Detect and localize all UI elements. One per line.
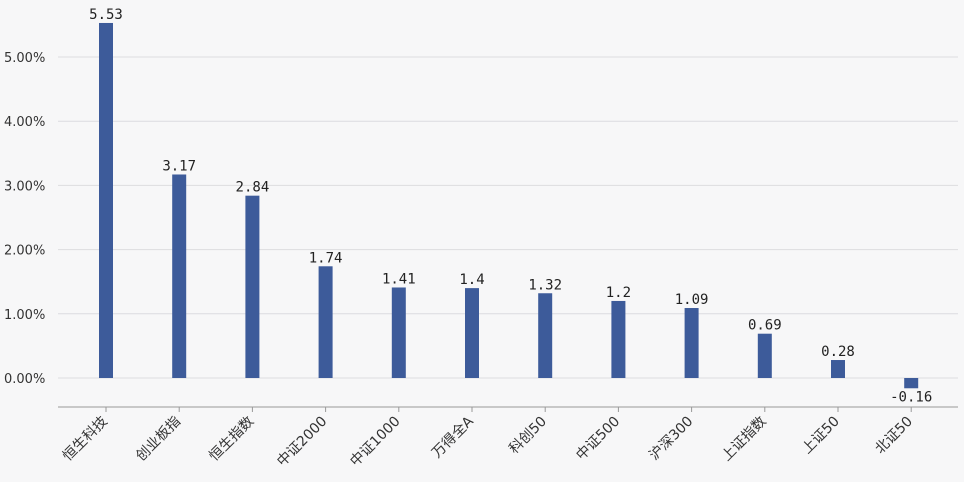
- bar: [684, 308, 699, 378]
- y-tick-label: 5.00%: [4, 51, 45, 66]
- data-label: 1.74: [309, 250, 343, 266]
- data-label: 0.28: [821, 344, 855, 360]
- y-tick-label: 0.00%: [4, 372, 45, 387]
- data-label: 1.09: [675, 292, 709, 308]
- y-tick-label: 1.00%: [4, 308, 45, 323]
- data-labels: 5.53 3.17 2.84 1.74 1.41 1.4 1.32 1.2 1.09 0.69 0.…: [89, 7, 932, 405]
- bar: [757, 333, 772, 378]
- bar: [391, 287, 406, 378]
- bar: [99, 22, 113, 378]
- y-axis-tick-labels: 0.00% 1.00% 2.00% 3.00% 4.00% 5.00%: [4, 51, 45, 387]
- bars: [99, 22, 919, 389]
- bar: [611, 300, 626, 378]
- x-category-label: 北证50: [872, 414, 916, 458]
- data-label: 3.17: [162, 158, 196, 174]
- data-label: 1.32: [528, 277, 562, 293]
- data-label: 0.69: [748, 318, 782, 334]
- x-category-label: 中证1000: [347, 414, 403, 470]
- x-axis-category-labels: 恒生科技 创业板指 恒生指数 中证2000 中证1000 万得全A 科创50 中证500 沪深3…: [60, 413, 916, 470]
- gridlines: [58, 56, 958, 379]
- data-label: 1.4: [459, 272, 484, 288]
- data-label: 5.53: [89, 7, 123, 23]
- data-label: -0.16: [890, 389, 932, 405]
- x-category-label: 中证500: [573, 414, 623, 464]
- bar: [538, 293, 553, 378]
- x-category-label: 恒生指数: [206, 414, 257, 465]
- data-label: 1.41: [382, 271, 416, 287]
- x-category-label: 上证50: [799, 414, 843, 458]
- bar: [904, 378, 919, 389]
- bar: [318, 266, 333, 378]
- x-category-label: 恒生科技: [60, 414, 111, 465]
- x-axis-ticks: [105, 407, 912, 412]
- x-category-label: 创业板指: [133, 414, 184, 465]
- data-label: 1.2: [606, 285, 631, 301]
- bar: [831, 360, 845, 378]
- bar: [245, 195, 260, 378]
- x-category-label: 科创50: [506, 414, 550, 458]
- x-category-label: 上证指数: [719, 414, 770, 465]
- bar: [465, 288, 479, 378]
- x-category-label: 中证2000: [274, 414, 330, 470]
- x-category-label: 万得全A: [428, 413, 477, 462]
- y-tick-label: 4.00%: [4, 115, 45, 130]
- y-tick-label: 3.00%: [4, 179, 45, 194]
- y-tick-label: 2.00%: [4, 244, 45, 259]
- data-label: 2.84: [236, 180, 270, 196]
- x-category-label: 沪深300: [646, 414, 696, 464]
- bar: [172, 174, 187, 378]
